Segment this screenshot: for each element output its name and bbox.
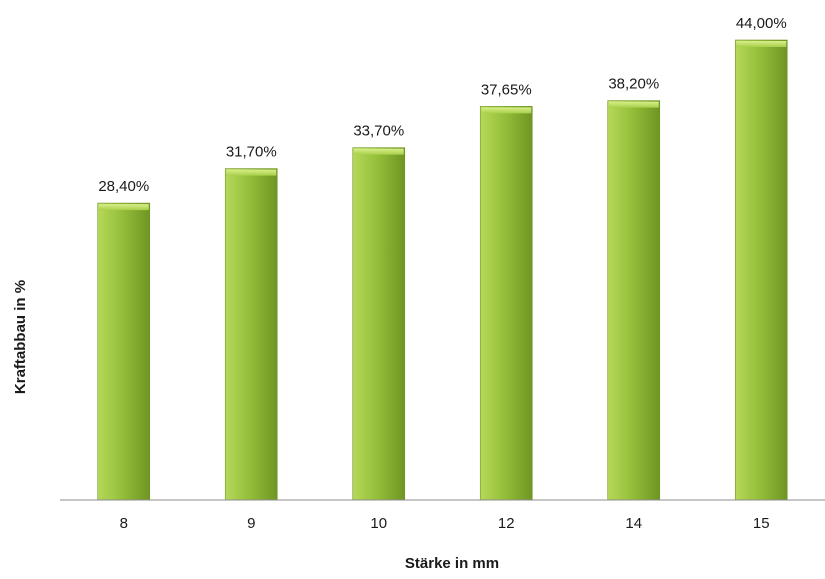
bar [479, 106, 533, 501]
bar-group: 33,70% [352, 123, 406, 501]
bar-group: 31,70% [224, 144, 278, 501]
bars: 28,40% 31,70% 33,70% 37,65% 38,20% 44,00% [97, 15, 788, 501]
bar-value-label: 38,20% [608, 76, 659, 93]
bar-group: 38,20% [607, 76, 661, 501]
bar [224, 168, 278, 501]
bar-top-highlight [608, 101, 659, 108]
bar-value-label: 33,70% [353, 123, 404, 140]
x-tick-label: 8 [120, 515, 128, 532]
bar-top-highlight [481, 107, 532, 114]
x-tick-label: 15 [753, 515, 770, 532]
x-tick-label: 12 [498, 515, 515, 532]
bar-value-label: 37,65% [481, 81, 532, 98]
bar-value-label: 28,40% [98, 178, 149, 195]
bar-top-highlight [98, 204, 149, 211]
x-axis-title: Stärke in mm [405, 555, 499, 572]
bar-top-highlight [736, 41, 787, 47]
x-tick-labels: 8 9 10 12 14 15 [120, 515, 770, 532]
y-axis-title: Kraftabbau in % [12, 280, 29, 394]
bar-value-label: 44,00% [736, 15, 787, 32]
bar [734, 39, 788, 501]
bar-group: 28,40% [97, 178, 151, 501]
bar-value-label: 31,70% [226, 144, 277, 161]
bar-top-highlight [226, 169, 277, 176]
x-tick-label: 10 [370, 515, 387, 532]
bar-group: 44,00% [734, 15, 788, 501]
bar-top-highlight [353, 148, 404, 155]
x-tick-label: 9 [247, 515, 255, 532]
bar [607, 100, 661, 501]
bar [352, 147, 406, 501]
x-tick-label: 14 [625, 515, 642, 532]
bar [97, 202, 151, 501]
bar-group: 37,65% [479, 81, 533, 501]
